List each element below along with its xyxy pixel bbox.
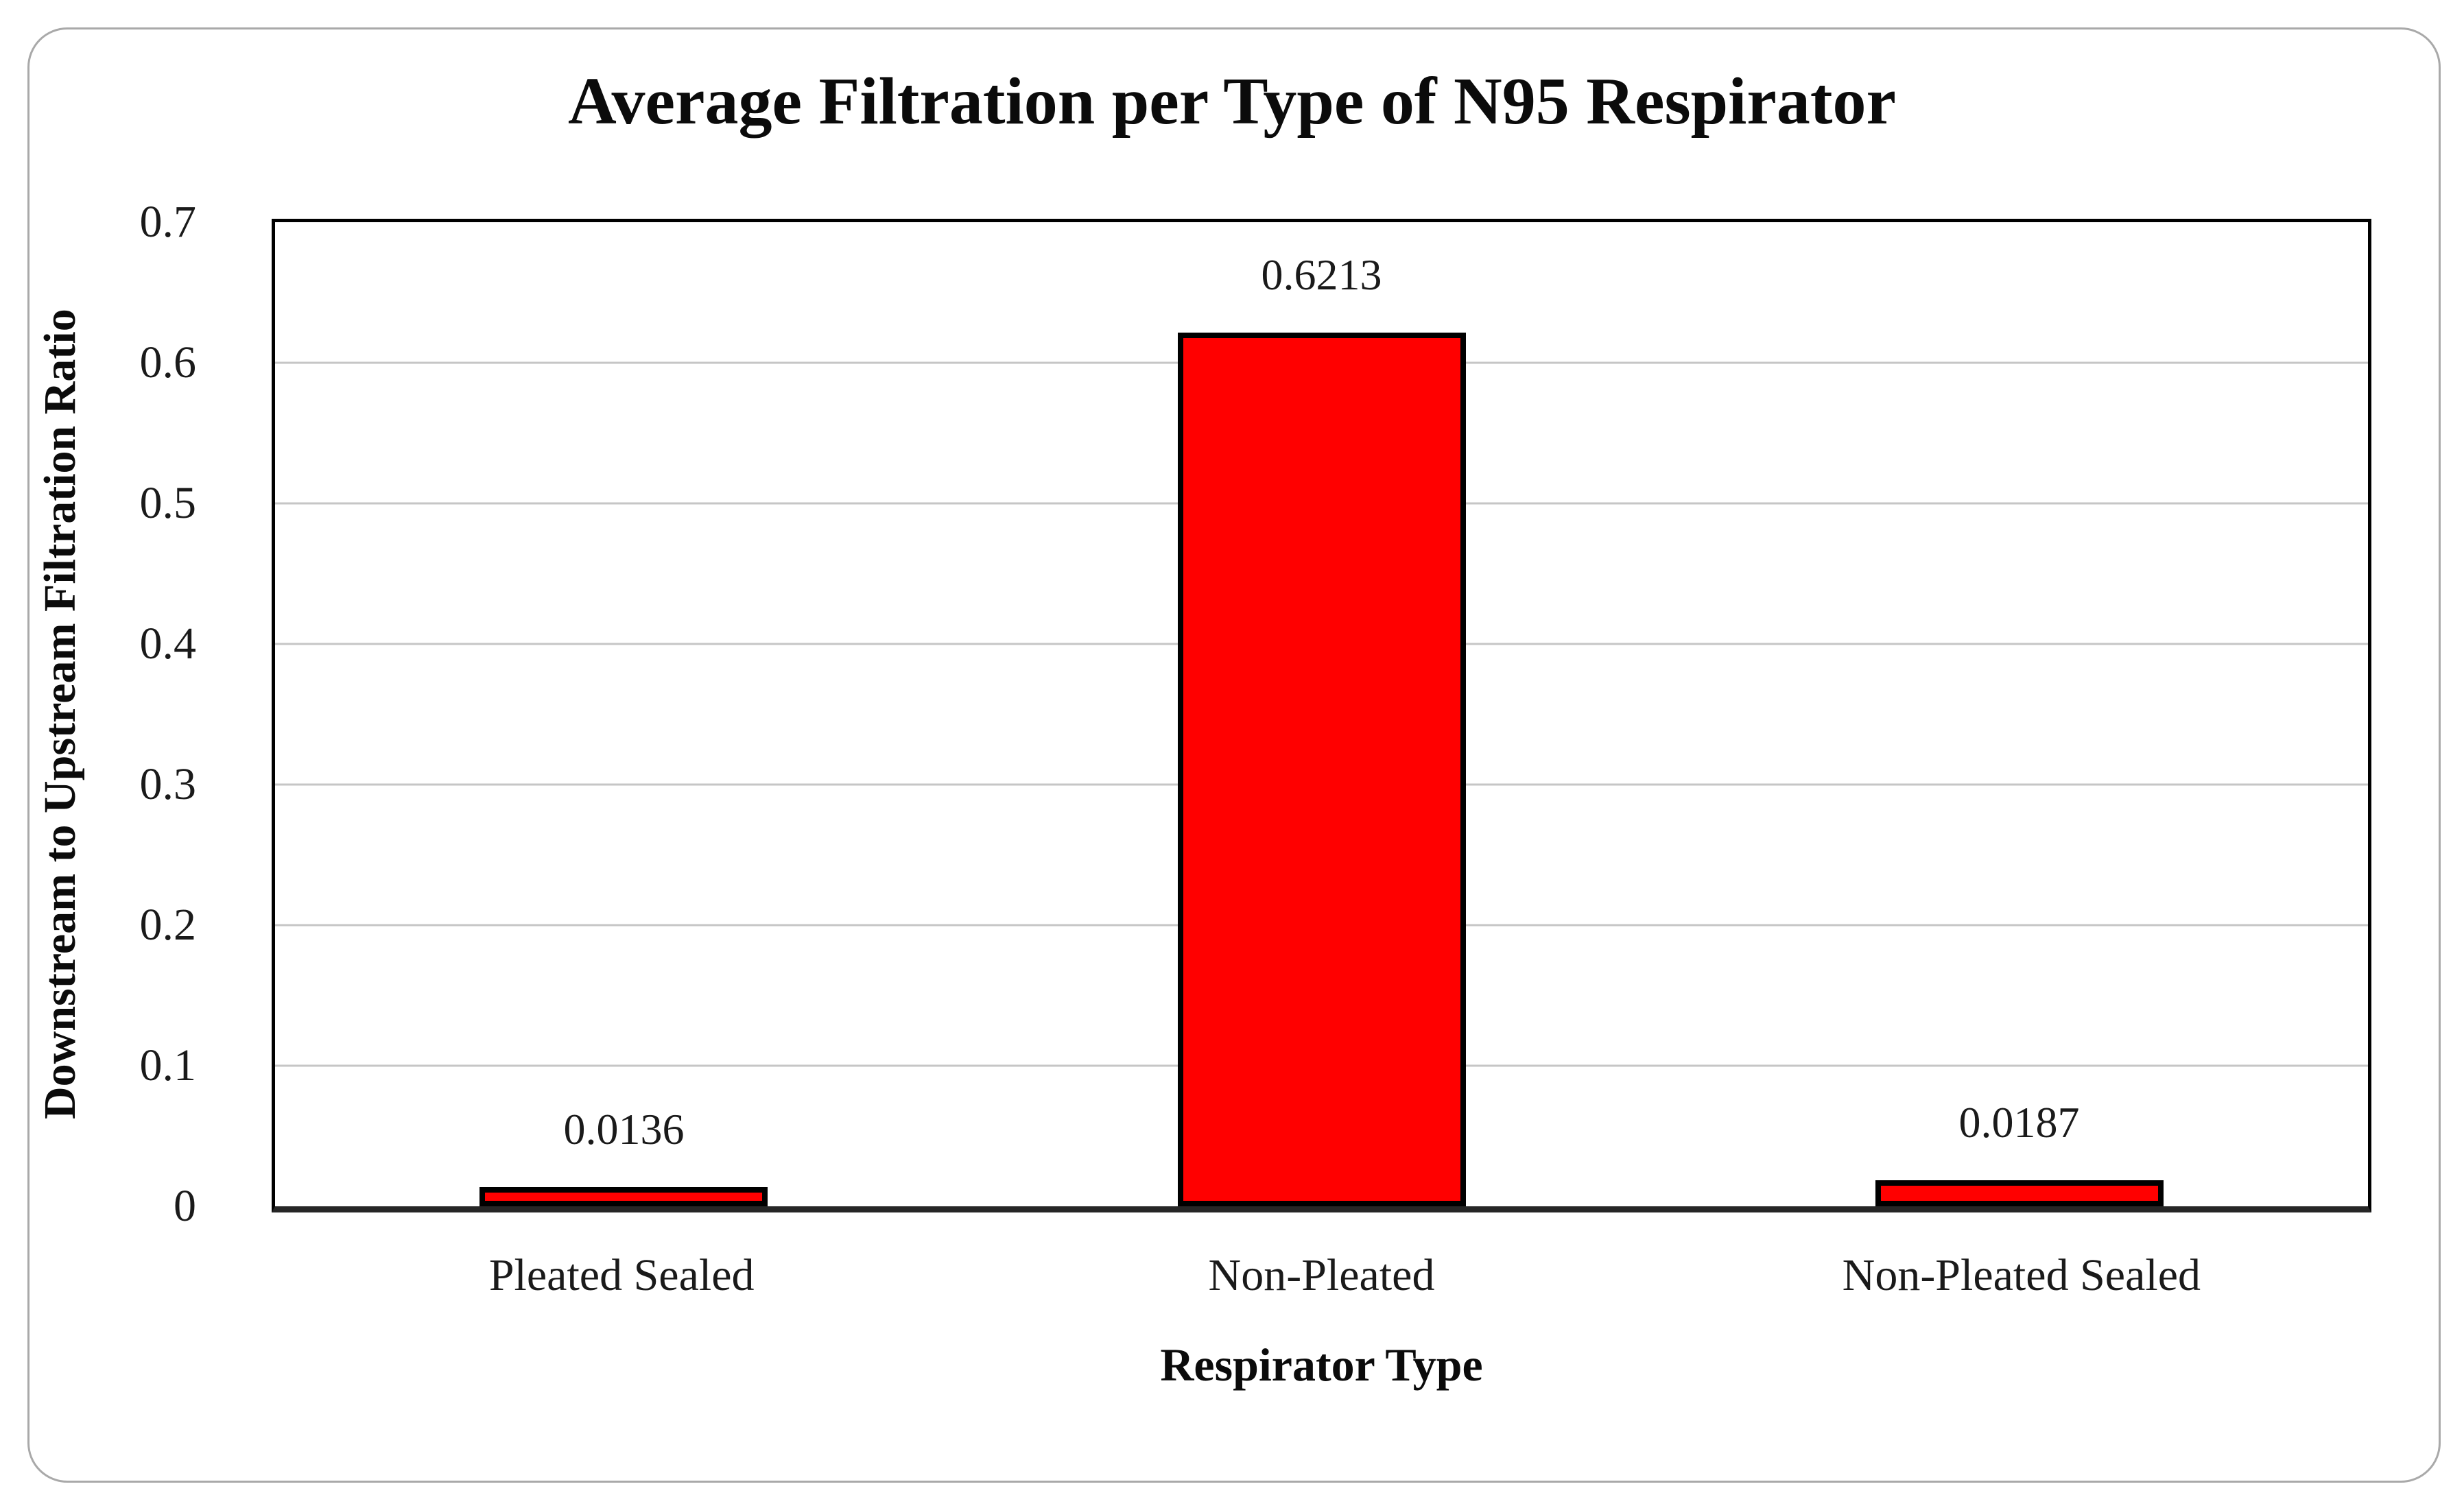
bar-non-pleated	[1177, 333, 1466, 1206]
bar-value-label: 0.0187	[1958, 1097, 2080, 1147]
x-tick-label: Pleated Sealed	[488, 1250, 755, 1300]
y-tick-label: 0	[174, 1181, 196, 1231]
y-tick-label: 0.5	[139, 477, 197, 528]
y-tick-label: 0.4	[139, 619, 197, 669]
x-axis-tick-labels: Pleated Sealed Non-Pleated Non-Pleated Sea…	[272, 1248, 2371, 1310]
bar-value-label: 0.6213	[1261, 250, 1382, 300]
plot-area: 0.0136 0.6213 0.0187	[272, 219, 2371, 1212]
y-tick-label: 0.2	[139, 900, 197, 950]
bar-non-pleated-sealed	[1875, 1180, 2164, 1206]
bar-pleated-sealed	[479, 1187, 768, 1206]
y-tick-label: 0.6	[139, 337, 197, 387]
x-axis-title: Respirator Type	[1160, 1339, 1483, 1391]
chart-title: Average Filtration per Type of N95 Respi…	[567, 64, 1897, 139]
y-tick-label: 0.1	[139, 1040, 197, 1090]
bar-value-label: 0.0136	[563, 1105, 685, 1154]
x-tick-label: Non-Pleated Sealed	[1842, 1250, 2201, 1300]
y-axis-tick-labels: 0 0.1 0.2 0.3 0.4 0.5 0.6 0.7	[0, 198, 236, 1231]
y-tick-label: 0.7	[139, 197, 197, 247]
x-tick-label: Non-Pleated	[1208, 1250, 1435, 1300]
y-tick-label: 0.3	[139, 758, 197, 809]
